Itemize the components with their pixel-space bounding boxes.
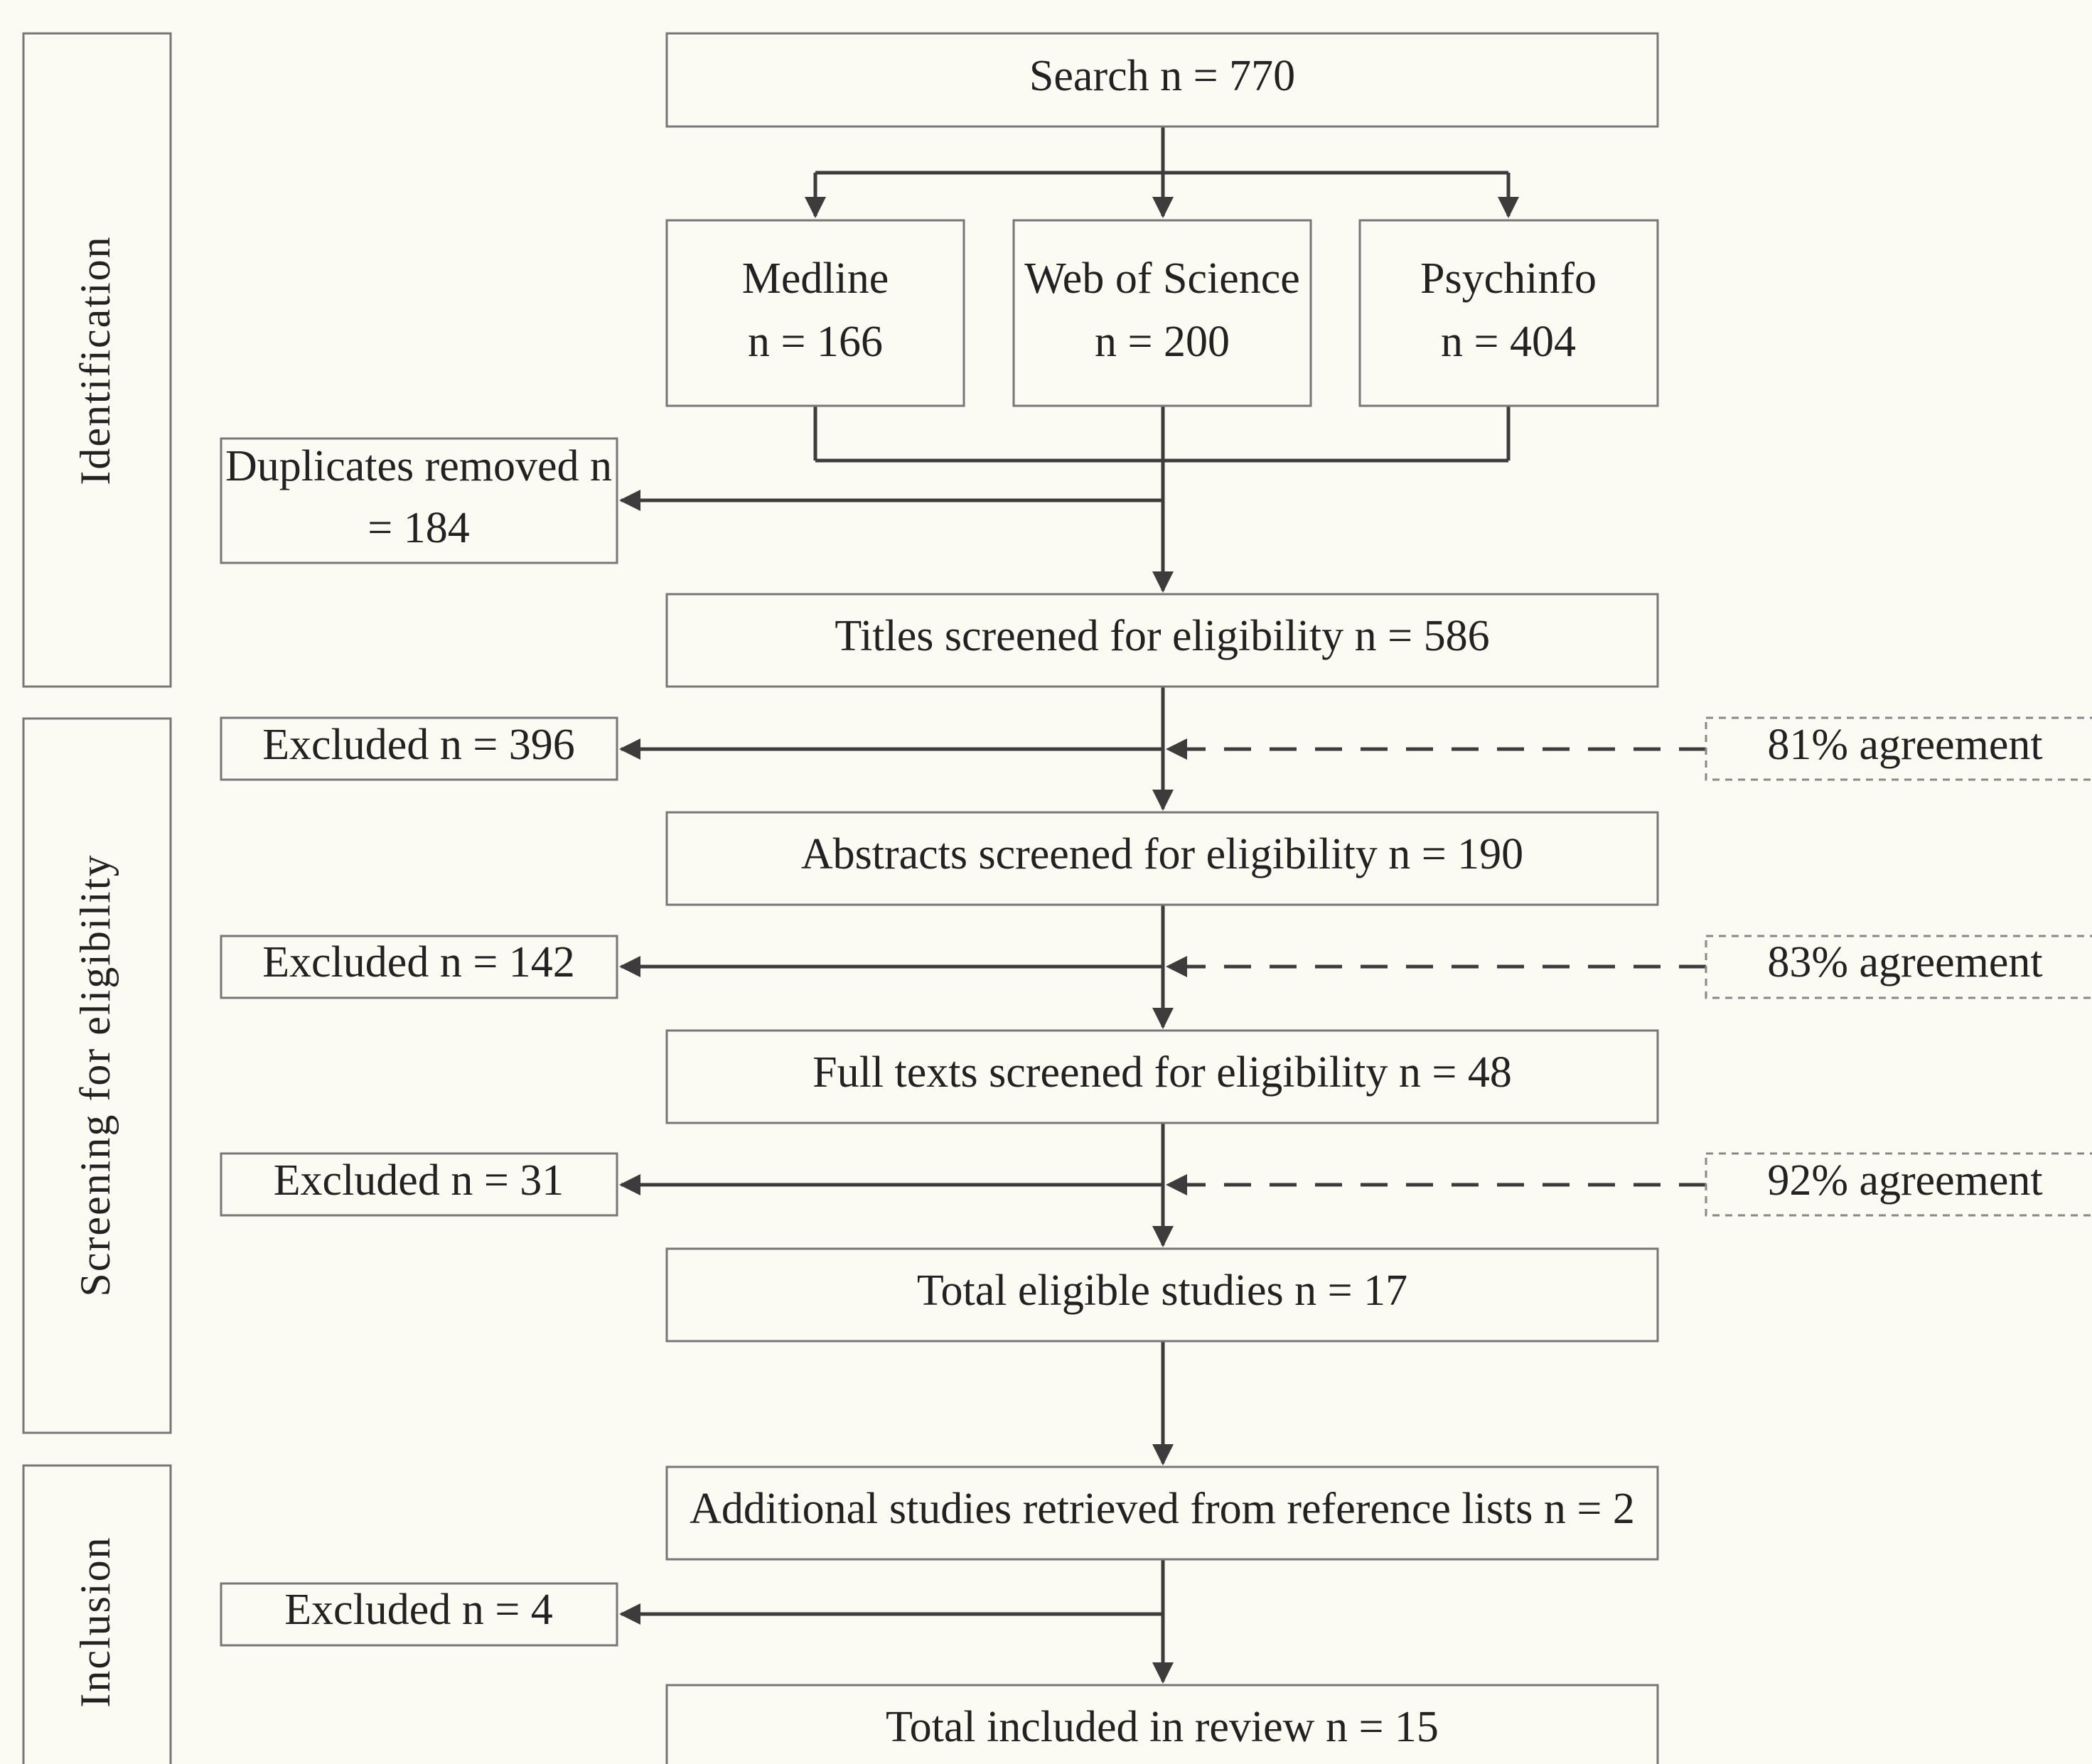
duplicates-box: Duplicates removed n = 184 xyxy=(220,437,618,564)
medline-count: n = 166 xyxy=(748,318,883,366)
excluded-4-box: Excluded n = 4 xyxy=(220,1582,618,1647)
agreement-1-box: 81% agreement xyxy=(1705,716,2092,781)
phase-inclusion-label: Inclusion xyxy=(72,1536,119,1707)
excluded-3-label: Excluded n = 31 xyxy=(274,1156,564,1205)
agreement-1-label: 81% agreement xyxy=(1767,721,2042,769)
wos-count: n = 200 xyxy=(1095,318,1230,366)
duplicates-label-1: Duplicates removed n xyxy=(225,442,612,490)
search-box: Search n = 770 xyxy=(665,32,1659,128)
excluded-1-box: Excluded n = 396 xyxy=(220,716,618,781)
eligible-box: Total eligible studies n = 17 xyxy=(665,1247,1659,1343)
agreement-2-label: 83% agreement xyxy=(1767,938,2042,986)
medline-box: Medline n = 166 xyxy=(665,219,965,407)
duplicates-label-2: = 184 xyxy=(368,504,469,552)
connectors xyxy=(619,127,1706,1684)
additional-box: Additional studies retrieved from refere… xyxy=(665,1465,1659,1561)
agreement-3-label: 92% agreement xyxy=(1767,1156,2042,1205)
eligible-label: Total eligible studies n = 17 xyxy=(917,1266,1407,1315)
excluded-3-box: Excluded n = 31 xyxy=(220,1152,618,1217)
phase-screening: Screening for eligibility xyxy=(22,717,172,1434)
psychinfo-name: Psychinfo xyxy=(1420,254,1597,303)
abstracts-box: Abstracts screened for eligibility n = 1… xyxy=(665,811,1659,906)
excluded-2-label: Excluded n = 142 xyxy=(262,938,575,986)
wos-box: Web of Science n = 200 xyxy=(1012,219,1312,407)
search-label: Search n = 770 xyxy=(1029,52,1295,100)
psychinfo-box: Psychinfo n = 404 xyxy=(1358,219,1659,407)
excluded-4-label: Excluded n = 4 xyxy=(284,1586,553,1634)
psychinfo-count: n = 404 xyxy=(1441,318,1576,366)
excluded-2-box: Excluded n = 142 xyxy=(220,935,618,999)
included-box: Total included in review n = 15 xyxy=(665,1684,1659,1764)
titles-box: Titles screened for eligibility n = 586 xyxy=(665,593,1659,688)
phase-inclusion: Inclusion xyxy=(22,1464,172,1764)
excluded-1-label: Excluded n = 396 xyxy=(262,721,575,769)
phase-screening-label: Screening for eligibility xyxy=(72,854,119,1296)
additional-label: Additional studies retrieved from refere… xyxy=(690,1485,1635,1533)
phase-identification-label: Identification xyxy=(72,235,119,485)
titles-label: Titles screened for eligibility n = 586 xyxy=(835,612,1489,660)
agreement-3-box: 92% agreement xyxy=(1705,1152,2092,1217)
wos-name: Web of Science xyxy=(1024,254,1300,303)
medline-name: Medline xyxy=(742,254,889,303)
fulltexts-label: Full texts screened for eligibility n = … xyxy=(812,1048,1512,1097)
fulltexts-box: Full texts screened for eligibility n = … xyxy=(665,1029,1659,1124)
abstracts-label: Abstracts screened for eligibility n = 1… xyxy=(801,830,1523,878)
agreement-2-box: 83% agreement xyxy=(1705,935,2092,999)
included-label: Total included in review n = 15 xyxy=(886,1703,1439,1751)
phase-identification: Identification xyxy=(22,32,172,688)
